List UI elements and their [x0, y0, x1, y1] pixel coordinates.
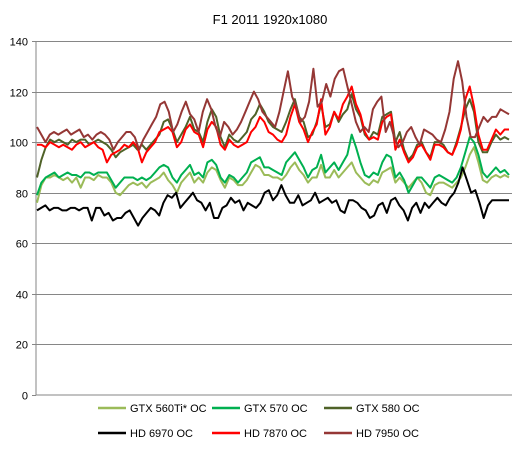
legend-label: GTX 560Ti* OC	[130, 403, 207, 415]
series-line	[36, 146, 510, 204]
y-tick-label: 0	[22, 391, 28, 403]
legend-label: GTX 580 OC	[356, 403, 420, 415]
y-tick-label: 120	[10, 88, 28, 100]
chart-title: F1 2011 1920x1080	[213, 12, 328, 27]
y-tick-label: 20	[16, 340, 28, 352]
series-line	[36, 166, 509, 227]
legend-label: HD 7950 OC	[356, 428, 419, 440]
y-tick-label: 100	[10, 138, 28, 150]
series-line	[36, 133, 510, 196]
series-line	[37, 85, 509, 164]
y-tick-labels: 0 20 40 60 80 100 120 140	[10, 37, 28, 403]
y-tick-label: 140	[10, 37, 28, 49]
legend: GTX 560Ti* OC GTX 570 OC GTX 580 OC HD 6970…	[98, 403, 420, 440]
y-tick-label: 80	[16, 189, 28, 201]
gridlines	[32, 41, 512, 396]
legend-label: GTX 570 OC	[244, 403, 308, 415]
y-tick-label: 40	[16, 290, 28, 302]
y-tick-label: 60	[16, 239, 28, 251]
legend-label: HD 7870 OC	[244, 428, 307, 440]
series-line	[36, 60, 510, 151]
legend-label: HD 6970 OC	[130, 428, 193, 440]
axes	[35, 41, 512, 396]
series-lines	[36, 60, 510, 227]
